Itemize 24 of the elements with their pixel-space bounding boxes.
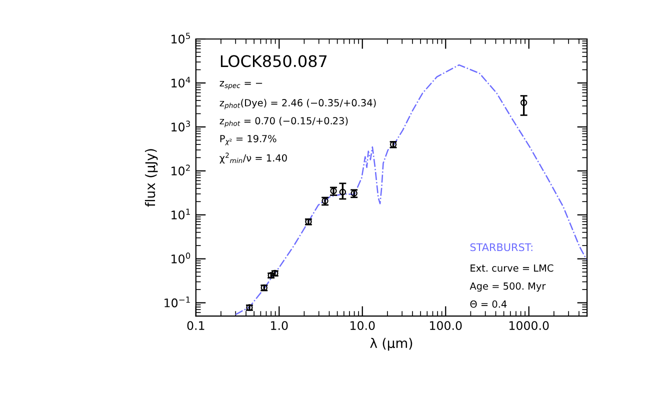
annotation: Ext. curve = LMC [470,264,554,272]
annotation: z$_{spec}$ = − [220,81,262,90]
annotation: LOCK850.087 [220,55,327,68]
y-tick-label: 10$^{2}$ [172,164,190,176]
x-tick-label: 1000.0 [510,321,549,330]
y-tick-label: 10$^{5}$ [172,32,190,44]
x-axis-title: λ (μm) [370,338,412,351]
annotation: P$_{χ²}$ = 19.7% [220,134,276,146]
annotation: STARBURST: [470,243,532,252]
y-tick-label: 10$^{0}$ [172,252,190,264]
annotation: χ$^{2}$$_{min}$/ν = 1.40 [220,152,287,164]
annotation: Age = 500. Myr [470,282,546,292]
y-tick-label: 10$^{1}$ [172,208,190,220]
annotation: z$_{phot}$(Dye) = 2.46 (−0.35/+0.34) [220,98,376,110]
y-tick-label: 10$^{3}$ [172,120,190,132]
x-tick-label: 1.0 [271,321,288,330]
y-tick-label: 10$^{4}$ [172,76,190,88]
annotation: z$_{phot}$ = 0.70 (−0.15/+0.23) [220,116,348,128]
y-tick-label: 10$^{−1}$ [164,296,190,308]
annotation: Θ = 0.4 [470,300,507,308]
x-tick-label: 0.1 [187,321,204,330]
y-axis-title: flux (μJy) [144,149,158,207]
x-tick-label: 100.0 [430,321,462,330]
x-tick-label: 10.0 [350,321,375,330]
